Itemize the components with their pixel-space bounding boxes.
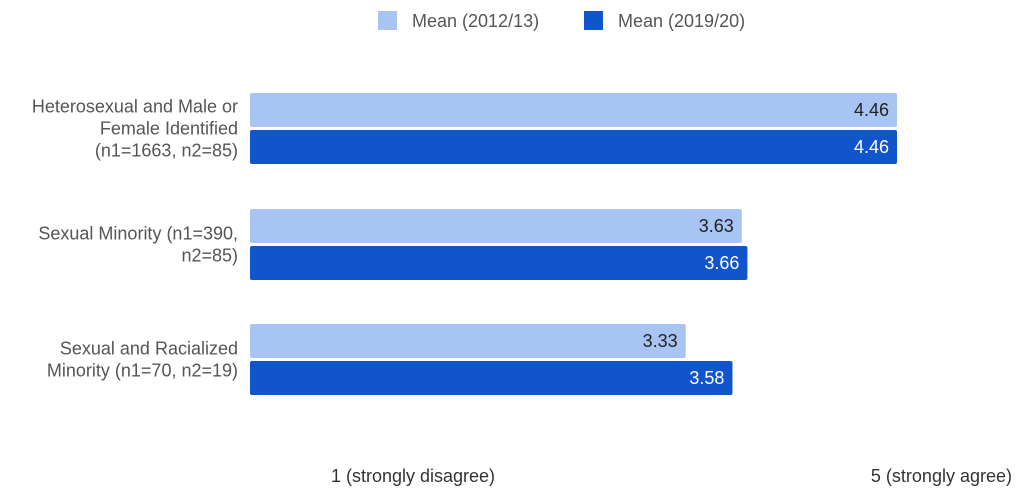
value-label-series2-cat2: 3.66 (704, 253, 739, 273)
x-axis-labels: 1 (strongly disagree) 5 (strongly agree) (331, 466, 1012, 486)
category-label-2-line-2: n2=85) (181, 246, 238, 266)
bar-series1-cat2 (250, 209, 742, 243)
legend-label-2: Mean (2019/20) (618, 11, 745, 31)
category-label-3-line-1: Sexual and Racialized (60, 339, 238, 359)
category-label-3-line-2: Minority (n1=70, n2=19) (47, 361, 238, 381)
legend-swatch-2 (584, 11, 603, 30)
value-label-series2-cat3: 3.58 (689, 368, 724, 388)
value-label-series1-cat1: 4.46 (854, 100, 889, 120)
value-label-series2-cat1: 4.46 (854, 137, 889, 157)
bar-series2-cat3 (250, 361, 733, 395)
value-label-series1-cat3: 3.33 (643, 331, 678, 351)
x-axis-label-max: 5 (strongly agree) (871, 466, 1012, 486)
x-axis-label-min: 1 (strongly disagree) (331, 466, 495, 486)
bar-series2-cat1 (250, 130, 898, 164)
category-label-1-line-3: (n1=1663, n2=85) (95, 141, 238, 161)
legend-label-1: Mean (2012/13) (412, 11, 539, 31)
category-label-1-line-2: Female Identified (100, 119, 238, 139)
bar-series1-cat1 (250, 93, 898, 127)
legend-swatch-1 (378, 11, 397, 30)
bars: 4.46 4.46 3.63 3.66 3.33 3.58 (250, 93, 898, 395)
value-label-series1-cat2: 3.63 (699, 216, 734, 236)
category-label-2-line-1: Sexual Minority (n1=390, (38, 224, 238, 244)
category-label-1-line-1: Heterosexual and Male or (32, 97, 238, 117)
bar-series2-cat2 (250, 246, 748, 280)
legend: Mean (2012/13) Mean (2019/20) (378, 11, 745, 31)
bar-series1-cat3 (250, 324, 686, 358)
